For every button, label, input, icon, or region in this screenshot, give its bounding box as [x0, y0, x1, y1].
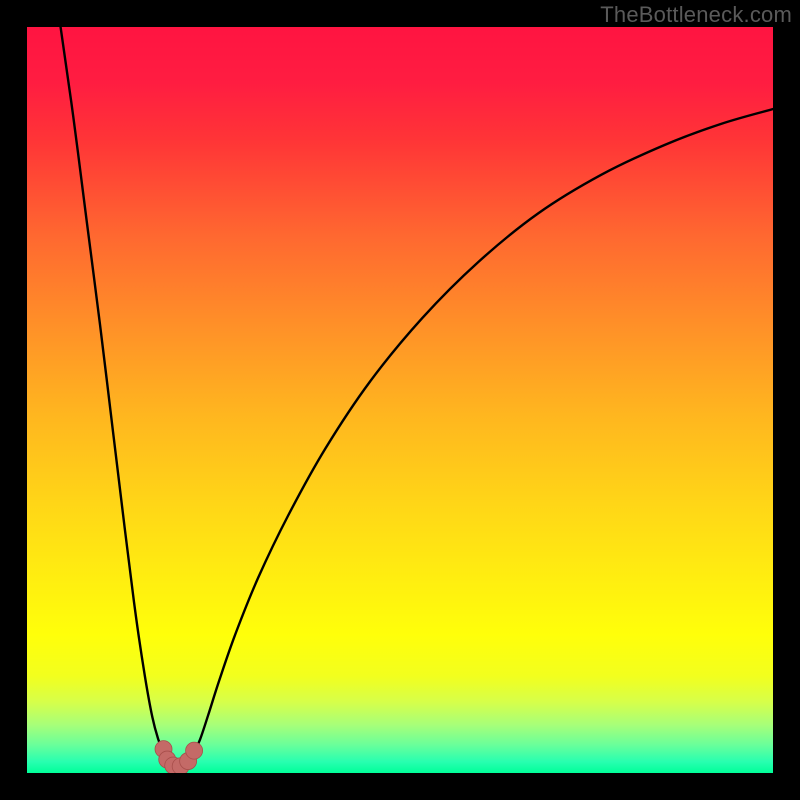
plot-background [27, 27, 773, 773]
chart-stage: TheBottleneck.com [0, 0, 800, 800]
watermark-text: TheBottleneck.com [600, 2, 792, 28]
chart-svg [0, 0, 800, 800]
curve-marker [186, 742, 203, 759]
